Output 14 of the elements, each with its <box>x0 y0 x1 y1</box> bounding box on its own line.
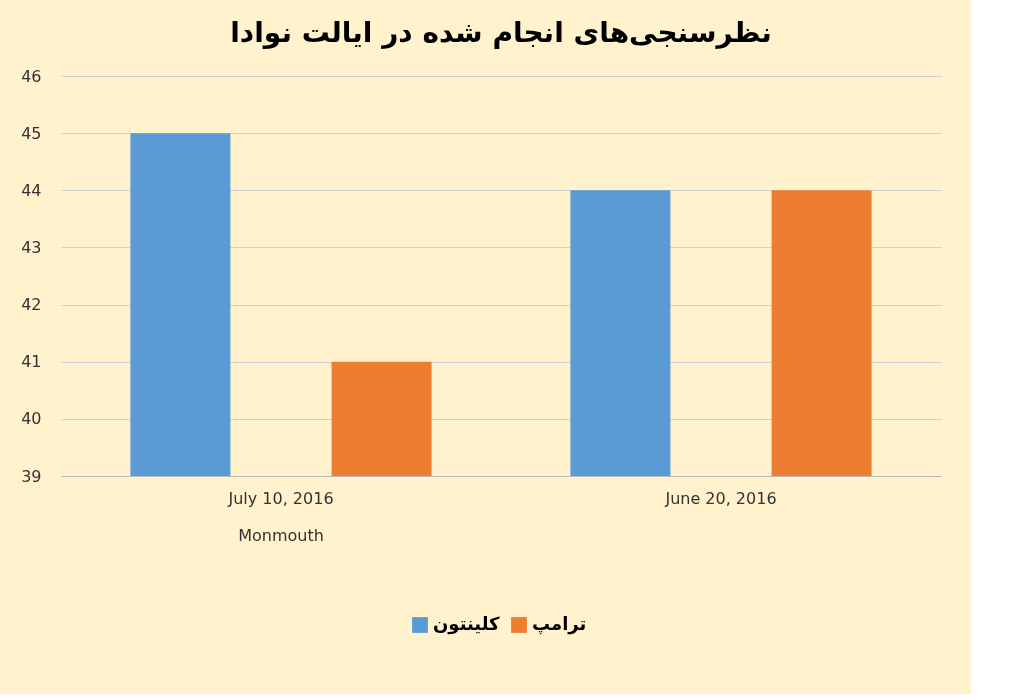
x-tick-label: June 20, 2016 <box>664 488 777 508</box>
y-tick-label: 41 <box>21 352 42 372</box>
y-tick-label: 40 <box>21 409 42 429</box>
y-tick-label: 43 <box>21 237 42 257</box>
y-tick-label: 39 <box>21 466 42 486</box>
legend-label: کلینتون <box>433 613 501 635</box>
y-tick-label: 46 <box>21 66 42 86</box>
legend-label: ترامپ <box>532 613 587 635</box>
chart-title: نظرسنجی‌های انجام شده در ایالت نوادا <box>230 16 772 49</box>
y-tick-label: 45 <box>21 123 42 143</box>
y-tick-label: 42 <box>21 295 42 315</box>
text: Monmouth <box>238 526 324 545</box>
x-tick-label: July 10, 2016 <box>227 488 334 508</box>
y-tick-label: 44 <box>21 180 42 200</box>
